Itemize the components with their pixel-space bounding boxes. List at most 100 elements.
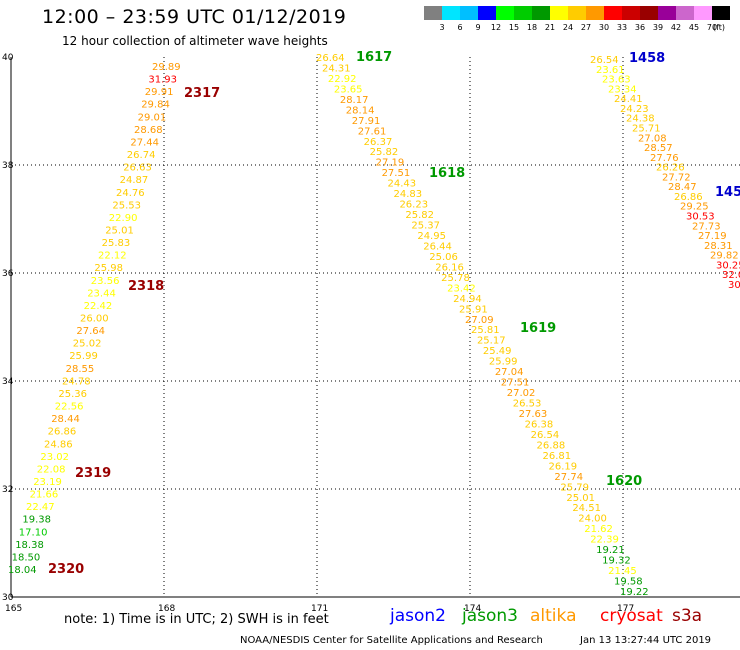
swh-value-label: 24.87 [120, 175, 149, 186]
swh-value-label: 26.54 [590, 55, 619, 66]
swh-value-label: 29.84 [141, 100, 170, 111]
legend-label: 18 [526, 23, 538, 32]
swh-value-label: 26.44 [423, 241, 452, 252]
legend-swatch [712, 6, 730, 20]
y-tick-label: 34 [2, 377, 14, 387]
swh-value-label: 25.06 [429, 252, 458, 263]
legend-label: 30 [598, 23, 610, 32]
swh-value-label: 23.61 [596, 65, 625, 76]
swh-value-label: 31.93 [148, 75, 177, 86]
swh-value-label: 23.34 [608, 84, 637, 95]
pass-time-labels: 2317 2318 2319 2320 1617 1618 1619 1620 1458 145 [48, 50, 740, 577]
pass-time-label: 2319 [75, 466, 111, 481]
swh-value-label: 28.14 [346, 105, 375, 116]
swh-value-label: 27.19 [698, 231, 727, 242]
swh-value-label: 24.78 [62, 376, 91, 387]
swh-value-label: 24.43 [388, 179, 417, 190]
swh-value-label: 24.00 [578, 514, 607, 525]
swh-value-label: 27.63 [519, 409, 548, 420]
swh-value-label: 28.68 [134, 125, 163, 136]
swh-value-label: 28.55 [66, 364, 95, 375]
swh-value-label: 22.92 [328, 74, 357, 85]
swh-value-label: 27.61 [358, 126, 387, 137]
legend-label: 21 [544, 23, 556, 32]
legend-swatch [640, 6, 658, 20]
swh-value-label: 19.38 [22, 515, 51, 526]
swh-value-label: 24.83 [393, 189, 422, 200]
pass-time-label: 145 [715, 185, 740, 200]
swh-value-label: 22.39 [590, 535, 619, 546]
swh-value-label: 22.08 [37, 464, 66, 475]
swh-value-label: 25.71 [632, 123, 661, 134]
legend-label: 3 [439, 23, 445, 32]
swh-value-label: 26.26 [656, 163, 685, 174]
swh-value-label: 22.47 [26, 502, 55, 513]
swh-value-label: 25.99 [489, 357, 518, 368]
swh-value-label: 26.63 [123, 163, 152, 174]
y-tick-label: 30 [2, 593, 14, 603]
legend-label: 70 [706, 23, 718, 32]
legend-label: 15 [508, 23, 520, 32]
legend-label: 27 [580, 23, 592, 32]
pass-time-label: 2320 [48, 562, 84, 577]
swh-value-label: 23.65 [334, 84, 363, 95]
color-scale-legend: 3 6 9 12 15 18 21 24 27 30 33 36 39 42 45 70 (ft) [424, 6, 730, 34]
swh-value-label: 25.98 [94, 263, 123, 274]
swh-value-label: 23.56 [91, 276, 120, 287]
x-tick-label: 174 [464, 604, 481, 614]
swh-value-label: 25.91 [459, 304, 488, 315]
x-tick-label: 177 [617, 604, 634, 614]
sat-label-cryosat: cryosat [600, 606, 663, 626]
legend-swatch [532, 6, 550, 20]
swh-value-label: 32.00 [722, 270, 740, 281]
swh-value-label: 29.25 [680, 202, 709, 213]
legend-swatch [568, 6, 586, 20]
legend-label: 6 [457, 23, 463, 32]
swh-value-label: 27.64 [76, 326, 105, 337]
swh-value-label: 22.56 [55, 402, 84, 413]
legend-label: 42 [670, 23, 682, 32]
swh-value-label: 27.09 [465, 315, 494, 326]
sat-label-s3a: s3a [672, 606, 703, 626]
y-tick-label: 40 [2, 53, 14, 63]
swh-value-label: 26.74 [127, 150, 156, 161]
swh-value-label: 25.99 [69, 351, 98, 362]
swh-value-label: 27.44 [130, 137, 159, 148]
swh-value-label: 26.81 [543, 451, 572, 462]
swh-value-label: 25.79 [560, 482, 589, 493]
swh-value-label: 27.08 [638, 133, 667, 144]
swh-value-label: 23.02 [40, 452, 69, 463]
swh-value-label: 25.53 [112, 200, 141, 211]
swh-value-label: 27.76 [650, 153, 679, 164]
pass-time-label: 1617 [356, 50, 392, 65]
swh-value-label: 27.19 [376, 158, 405, 169]
swh-value-label: 19.22 [620, 587, 649, 598]
swh-value-label: 27.51 [501, 378, 530, 389]
legend-swatch [478, 6, 496, 20]
pass-time-label: 1619 [520, 321, 556, 336]
swh-value-label: 23.44 [87, 288, 116, 299]
swh-value-label: 25.83 [102, 238, 131, 249]
swh-value-label: 19.58 [614, 577, 643, 588]
swh-value-label: 26.86 [48, 427, 77, 438]
x-tick-label: 171 [311, 604, 328, 614]
legend-label: 12 [490, 23, 502, 32]
swh-value-label: 25.81 [471, 325, 500, 336]
swh-value-label: 26.23 [399, 200, 428, 211]
swh-value-label: 25.01 [566, 493, 595, 504]
y-tick-label: 32 [2, 485, 13, 495]
legend-swatch [622, 6, 640, 20]
swh-value-label: 21.45 [608, 566, 637, 577]
swh-value-label: 30.08 [728, 280, 740, 291]
swh-value-label: 19.21 [596, 545, 625, 556]
swh-value-label: 28.57 [644, 143, 673, 154]
swh-value-label: 26.53 [513, 399, 542, 410]
axis-ticks: 165 168 171 174 177 40 38 36 34 32 30 [2, 53, 634, 614]
pass-time-label: 1620 [606, 474, 642, 489]
pass-time-label: 1458 [629, 51, 665, 66]
legend-label: 24 [562, 23, 574, 32]
swh-value-label: 21.62 [584, 524, 613, 535]
legend-swatch [460, 6, 478, 20]
swh-value-label: 25.01 [105, 225, 134, 236]
